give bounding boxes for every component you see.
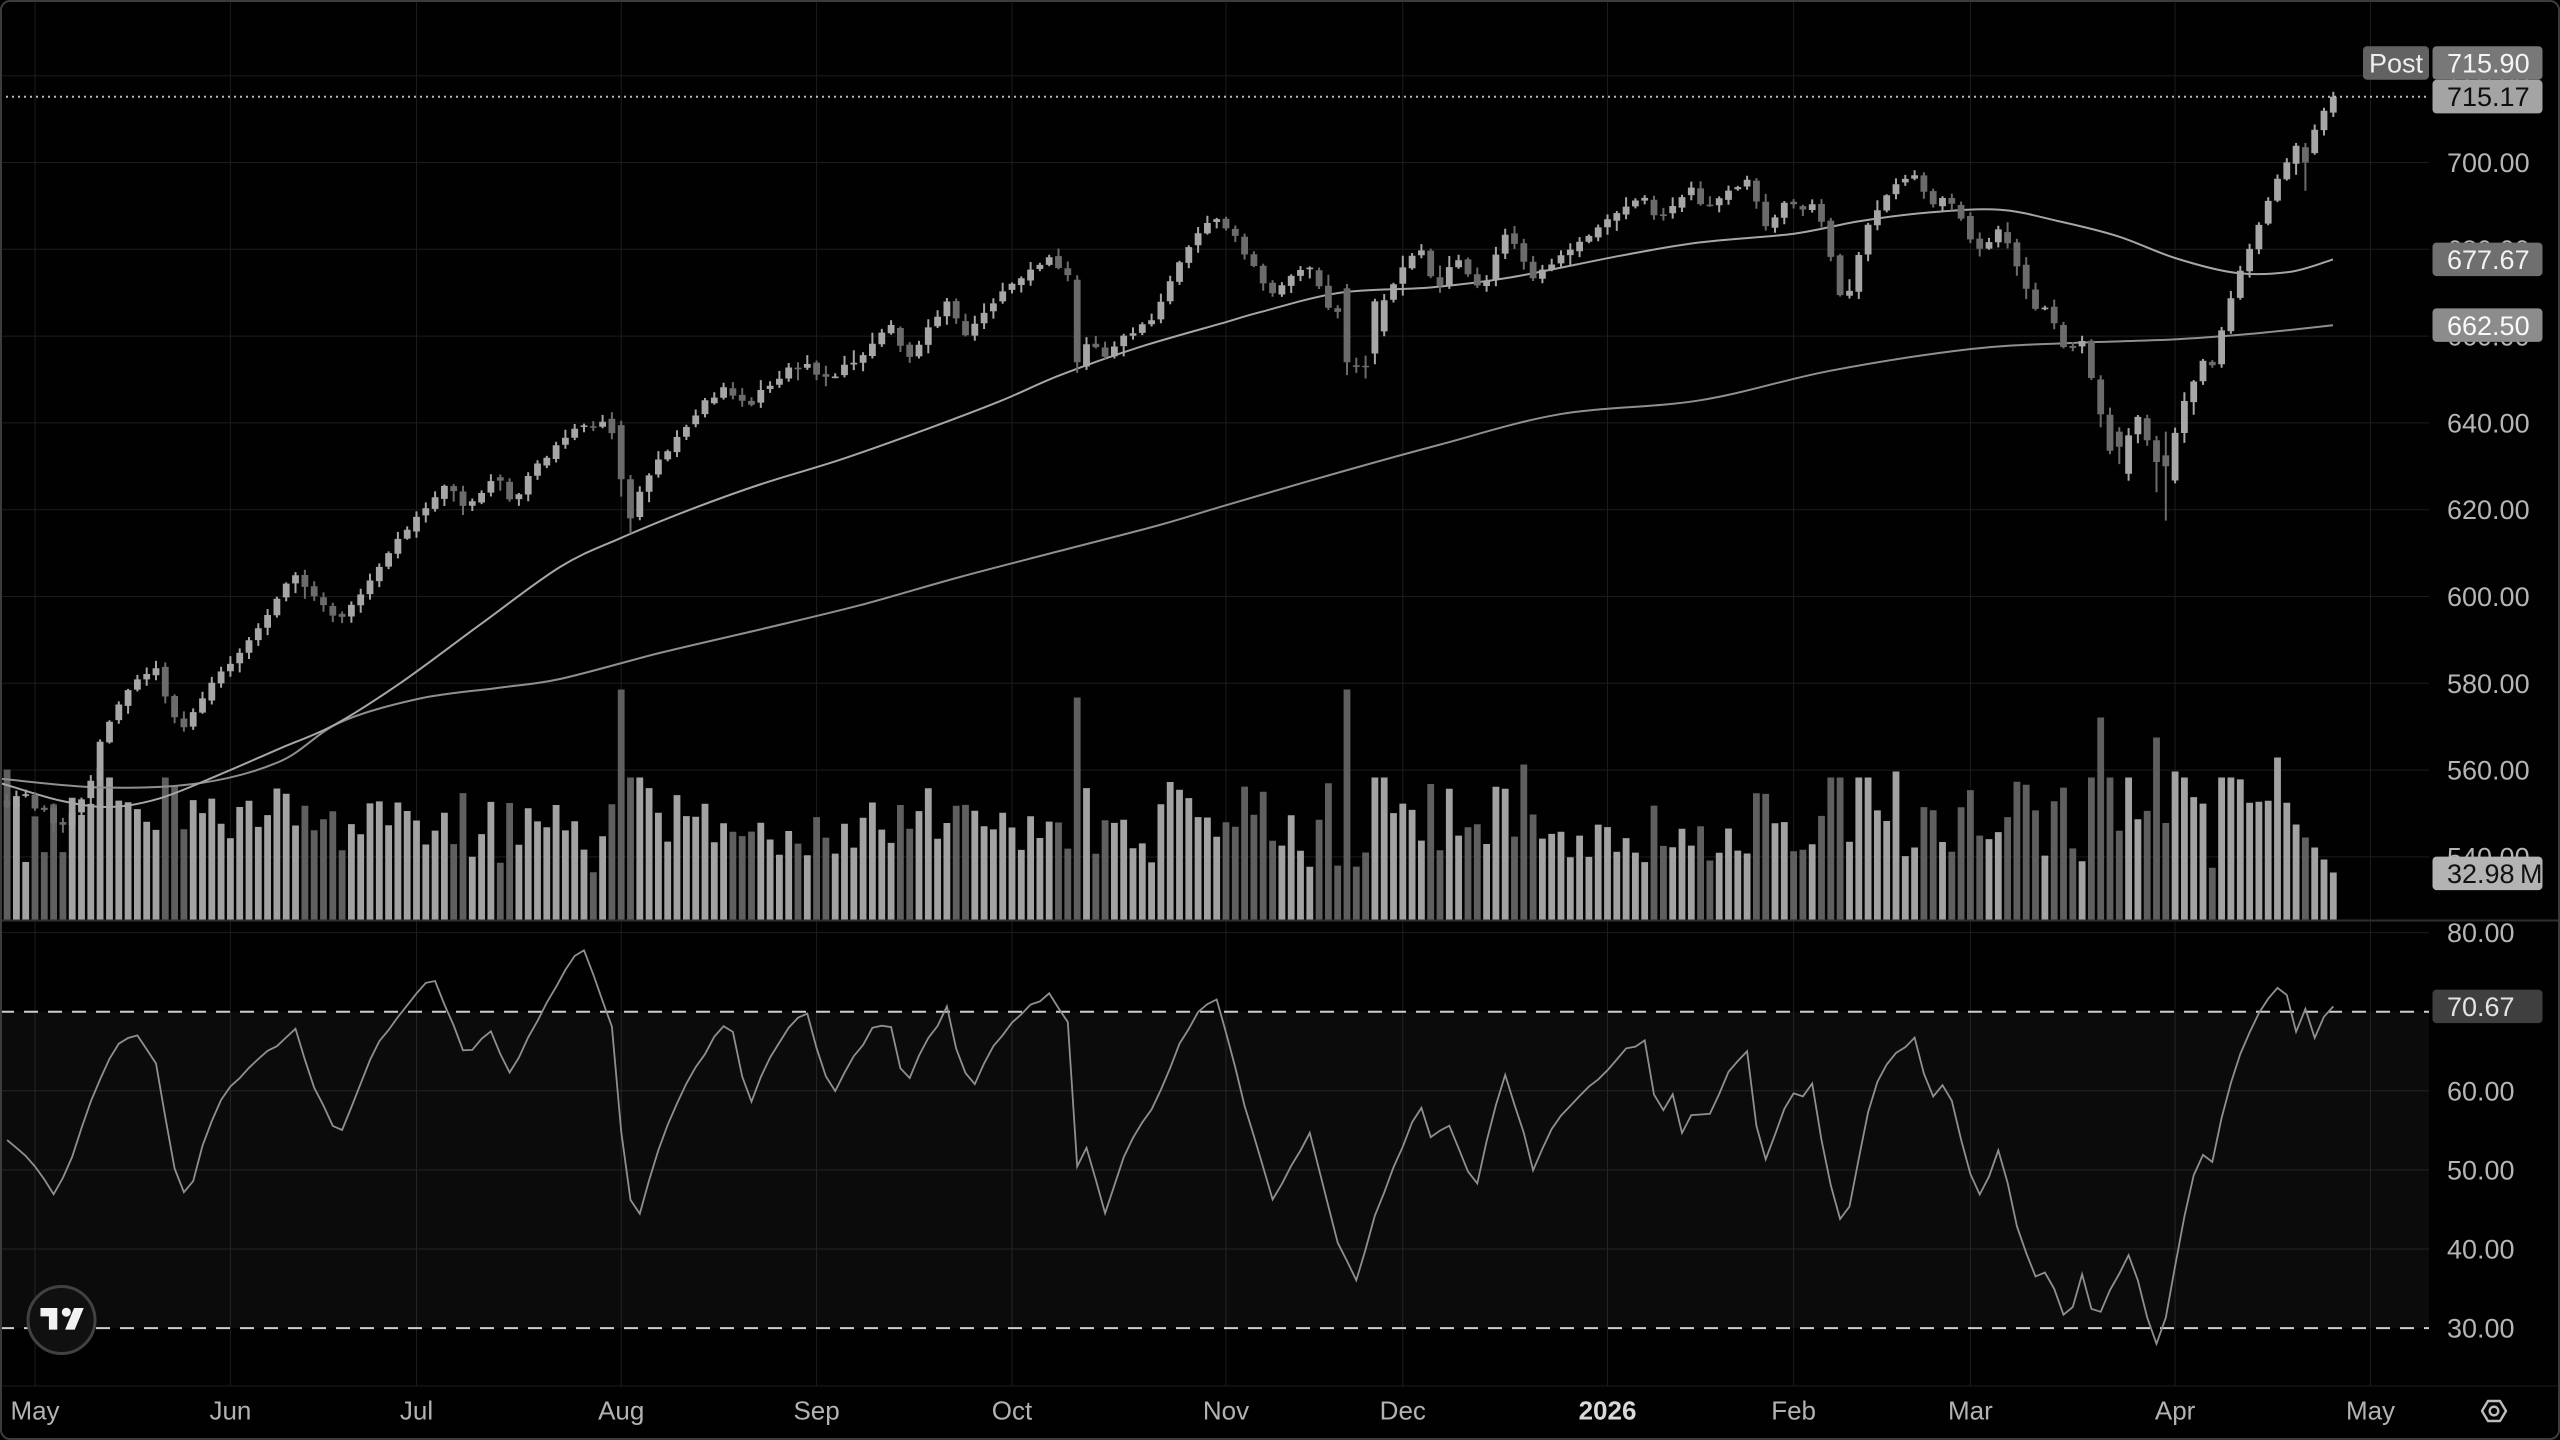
svg-text:700.00: 700.00 <box>2447 148 2530 178</box>
svg-text:560.00: 560.00 <box>2447 756 2530 786</box>
svg-text:60.00: 60.00 <box>2447 1076 2515 1106</box>
svg-text:Post: Post <box>2369 49 2424 79</box>
svg-text:Feb: Feb <box>1771 1396 1816 1426</box>
svg-text:30.00: 30.00 <box>2447 1314 2515 1344</box>
svg-text:640.00: 640.00 <box>2447 408 2530 438</box>
svg-text:Apr: Apr <box>2155 1396 2196 1426</box>
svg-text:40.00: 40.00 <box>2447 1235 2515 1265</box>
svg-text:Jun: Jun <box>209 1396 251 1426</box>
svg-text:Dec: Dec <box>1380 1396 1426 1426</box>
svg-text:715.90: 715.90 <box>2447 49 2530 79</box>
svg-text:80.00: 80.00 <box>2447 918 2515 948</box>
svg-text:Mar: Mar <box>1948 1396 1993 1426</box>
svg-text:580.00: 580.00 <box>2447 669 2530 699</box>
svg-text:50.00: 50.00 <box>2447 1155 2515 1185</box>
svg-text:662.50: 662.50 <box>2447 311 2530 341</box>
svg-text:May: May <box>10 1396 59 1426</box>
svg-text:Jul: Jul <box>400 1396 433 1426</box>
svg-text:600.00: 600.00 <box>2447 582 2530 612</box>
svg-text:Nov: Nov <box>1203 1396 1249 1426</box>
svg-text:715.17: 715.17 <box>2447 82 2530 112</box>
svg-text:2026: 2026 <box>1579 1396 1637 1426</box>
svg-text:70.67: 70.67 <box>2447 992 2515 1022</box>
svg-text:Aug: Aug <box>598 1396 644 1426</box>
svg-text:Oct: Oct <box>992 1396 1033 1426</box>
svg-text:May: May <box>2346 1396 2395 1426</box>
svg-text:620.00: 620.00 <box>2447 495 2530 525</box>
svg-text:Sep: Sep <box>793 1396 839 1426</box>
svg-text:32.98 M: 32.98 M <box>2447 859 2542 889</box>
svg-text:677.67: 677.67 <box>2447 245 2530 275</box>
